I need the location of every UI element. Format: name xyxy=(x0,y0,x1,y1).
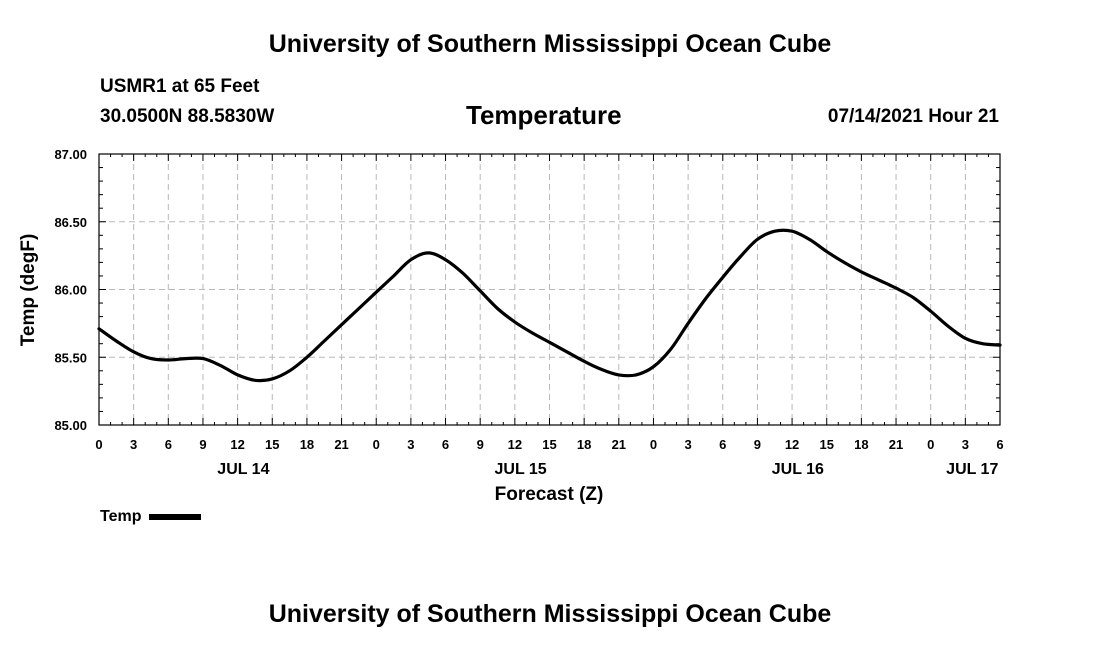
coordinates-label: 30.0500N 88.5830W xyxy=(100,106,275,127)
x-tick-label: 3 xyxy=(130,437,137,452)
series-line-temp xyxy=(97,228,1002,383)
y-tick-label: 85.00 xyxy=(54,418,87,433)
x-tick-label: 18 xyxy=(577,437,591,452)
legend: Temp xyxy=(100,508,202,526)
x-tick-label: 9 xyxy=(754,437,761,452)
x-tick-label: 6 xyxy=(719,437,726,452)
date-label: JUL 16 xyxy=(772,461,824,478)
x-tick-label: 3 xyxy=(684,437,691,452)
y-axis-title: Temp (degF) xyxy=(18,234,39,347)
date-label: JUL 15 xyxy=(495,461,547,478)
x-tick-label: 0 xyxy=(95,437,102,452)
x-tick-label: 18 xyxy=(854,437,868,452)
y-tick-label: 85.50 xyxy=(54,350,87,365)
y-tick-label: 86.00 xyxy=(54,283,87,298)
series-layer xyxy=(97,228,1002,383)
plot-frame xyxy=(98,153,1001,426)
x-tick-label: 18 xyxy=(300,437,314,452)
footer-title: University of Southern Mississippi Ocean… xyxy=(268,600,832,628)
x-tick-label: 21 xyxy=(334,437,348,452)
x-tick-label: 21 xyxy=(889,437,903,452)
x-tick-label: 12 xyxy=(508,437,522,452)
legend-label-temp: Temp xyxy=(100,508,142,525)
axis-labels: 0 3 6 9 12 15 18 21 0 3 6 9 12 15 18 21 0 3 6 9 12 15 18 21 0 3 6 J… xyxy=(54,147,1003,478)
x-tick-label: 3 xyxy=(962,437,969,452)
x-tick-label: 9 xyxy=(199,437,206,452)
x-tick-label: 15 xyxy=(265,437,279,452)
x-tick-label: 9 xyxy=(477,437,484,452)
forecast-datetime: 07/14/2021 Hour 21 xyxy=(827,106,999,127)
x-tick-label: 6 xyxy=(442,437,449,452)
x-tick-label: 12 xyxy=(230,437,244,452)
date-label: JUL 14 xyxy=(217,461,269,478)
x-tick-label: 0 xyxy=(927,437,934,452)
x-tick-label: 15 xyxy=(542,437,556,452)
date-label: JUL 17 xyxy=(946,461,998,478)
x-axis-title: Forecast (Z) xyxy=(495,484,604,505)
grid-lines xyxy=(99,154,1000,425)
station-label: USMR1 at 65 Feet xyxy=(100,76,260,97)
x-tick-label: 21 xyxy=(612,437,626,452)
x-tick-label: 12 xyxy=(785,437,799,452)
y-tick-label: 87.00 xyxy=(54,147,87,162)
legend-swatch-temp xyxy=(149,514,202,520)
y-tick-label: 86.50 xyxy=(54,215,87,230)
x-tick-label: 3 xyxy=(407,437,414,452)
x-tick-label: 0 xyxy=(650,437,657,452)
x-tick-label: 6 xyxy=(165,437,172,452)
chart-title: Temperature xyxy=(466,100,622,130)
x-tick-label: 15 xyxy=(819,437,833,452)
header-title: University of Southern Mississippi Ocean… xyxy=(268,30,832,58)
x-tick-label: 0 xyxy=(373,437,380,452)
x-tick-label: 6 xyxy=(996,437,1003,452)
